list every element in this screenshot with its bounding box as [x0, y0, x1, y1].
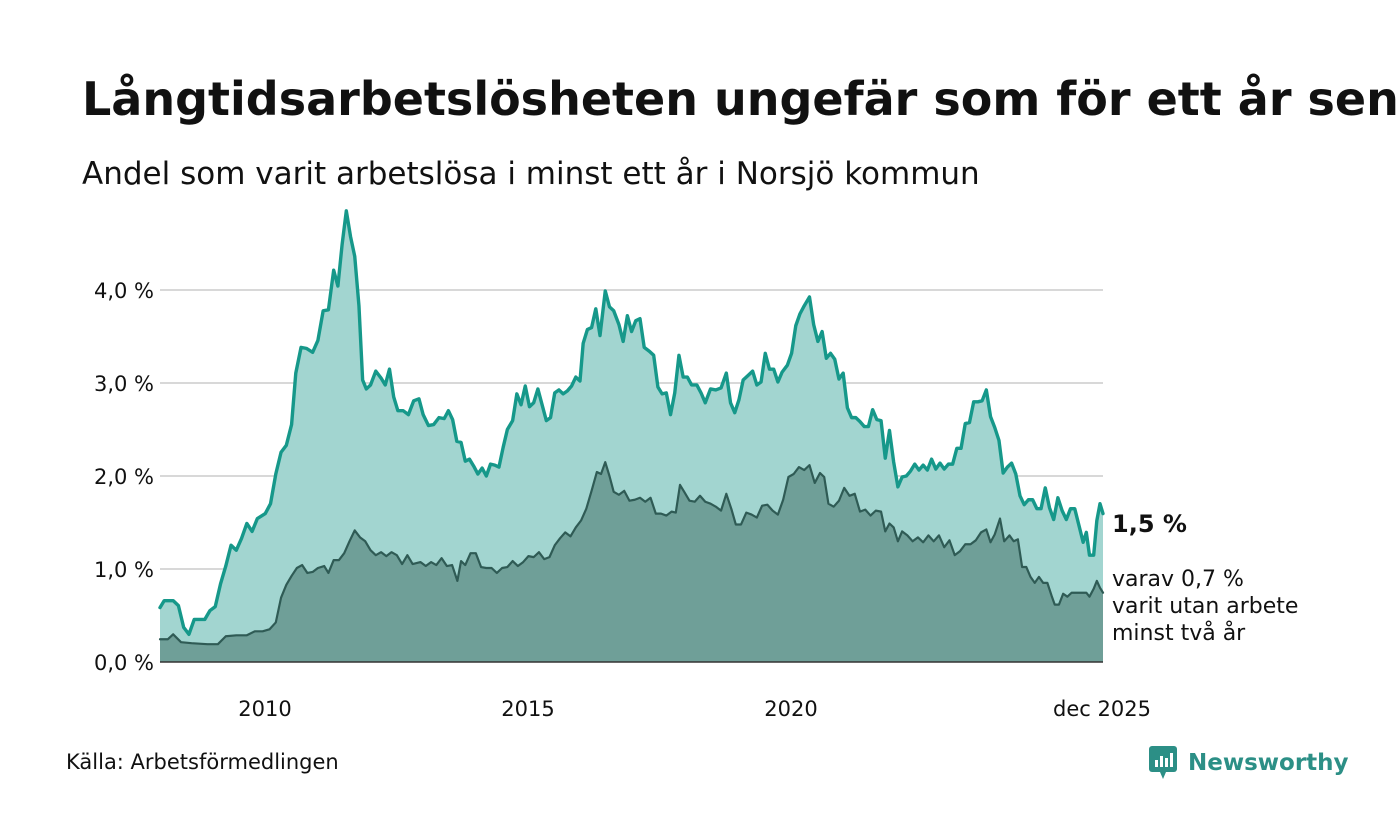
source-note: Källa: Arbetsförmedlingen — [66, 750, 339, 774]
x-axis-labels: 2010 2015 2020 dec 2025 — [238, 697, 1151, 721]
chart-title: Långtidsarbetslösheten ungefär som för e… — [82, 72, 1399, 126]
y-tick-label-4: 4,0 % — [94, 279, 154, 303]
two-year-line — [158, 461, 1105, 646]
latest-two-year-label-line-2: varit utan arbete — [1112, 594, 1298, 619]
x-tick-label-2020: 2020 — [764, 697, 817, 721]
series-annotations: 1,5 % varav 0,7 % varit utan arbete mins… — [1112, 510, 1298, 646]
chart-subtitle: Andel som varit arbetslösa i minst ett å… — [82, 156, 980, 192]
y-tick-label-1: 1,0 % — [94, 558, 154, 582]
x-tick-label-2010: 2010 — [238, 697, 291, 721]
x-tick-label-dec-2025: dec 2025 — [1053, 697, 1151, 721]
y-axis-labels: 4,0 % 3,0 % 2,0 % 1,0 % 0,0 % — [94, 279, 154, 675]
y-tick-label-2: 2,0 % — [94, 465, 154, 489]
newsworthy-logo-link[interactable]: Newsworthy — [1148, 742, 1349, 784]
newsworthy-logo-icon — [1149, 746, 1177, 779]
y-tick-label-0: 0,0 % — [94, 651, 154, 675]
newsworthy-brand-name: Newsworthy — [1188, 750, 1349, 776]
latest-total-label: 1,5 % — [1112, 510, 1187, 538]
y-tick-label-3: 3,0 % — [94, 372, 154, 396]
latest-two-year-label-line-1: varav 0,7 % — [1112, 567, 1244, 592]
total-line — [158, 209, 1105, 636]
x-tick-label-2015: 2015 — [501, 697, 554, 721]
latest-two-year-label-line-3: minst två år — [1112, 620, 1246, 646]
